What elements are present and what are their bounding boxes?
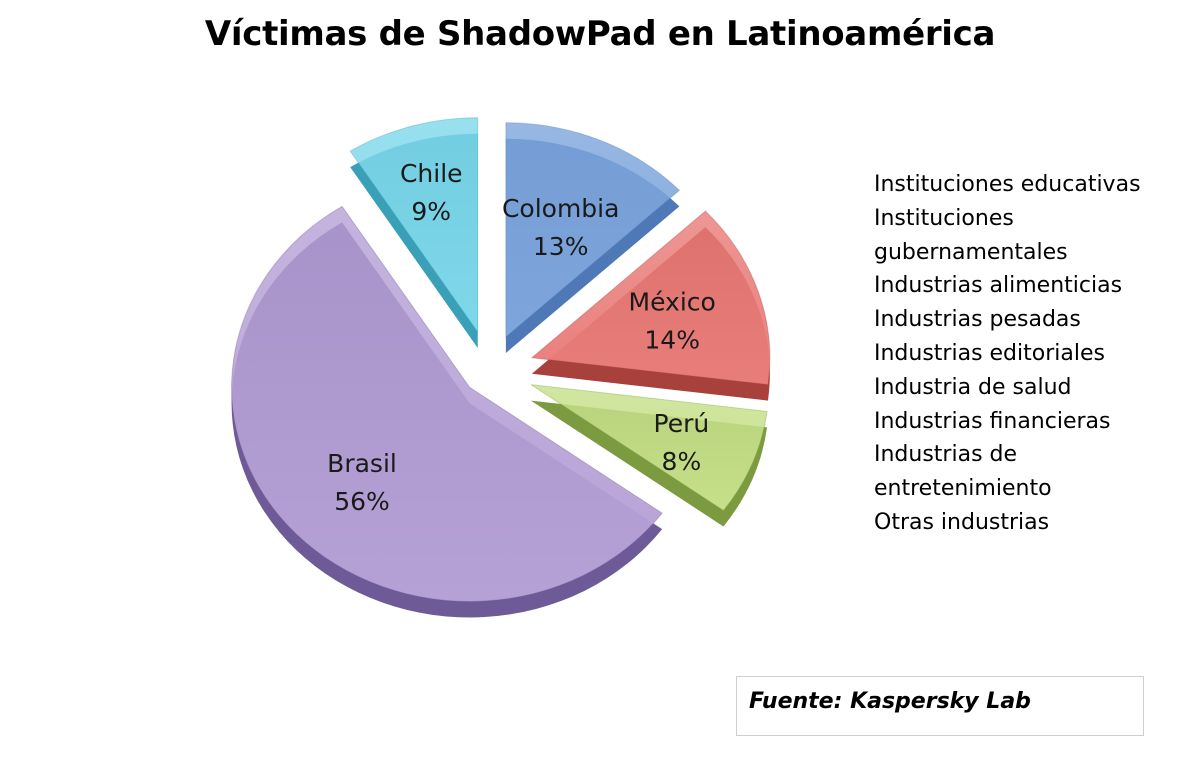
- slice-percent: 14%: [644, 326, 700, 355]
- slice-label: México: [629, 288, 716, 317]
- industry-item: Industria de salud: [874, 374, 1072, 400]
- source-note: Fuente: Kaspersky Lab: [736, 676, 1144, 736]
- slice-percent: 8%: [662, 447, 702, 476]
- pie-chart: Colombia 13% México 14% Perú 8% Brasil 56% Chile…: [231, 117, 771, 618]
- slice-label: Brasil: [327, 449, 397, 478]
- slice-label: Perú: [654, 409, 710, 438]
- slice-label: Chile: [400, 159, 463, 188]
- industry-item: Instituciones gubernamentales: [874, 205, 1068, 265]
- slice-label: Colombia: [502, 194, 619, 223]
- industry-item: Instituciones educativas: [874, 172, 1141, 197]
- chart-title: Víctimas de ShadowPad en Latinoamérica: [204, 14, 996, 54]
- industry-list: Instituciones educativas Instituciones g…: [874, 168, 1184, 540]
- industry-item: Industrias de entretenimiento: [874, 442, 1052, 502]
- pie-slice-brasil: [231, 205, 663, 602]
- slice-percent: 9%: [411, 197, 451, 226]
- slice-percent: 13%: [533, 232, 589, 261]
- industry-item: Otras industrias: [874, 509, 1050, 535]
- source-text: Fuente: Kaspersky Lab: [749, 689, 1031, 714]
- industry-item: Industrias financieras: [874, 408, 1111, 434]
- industry-item: Industrias editoriales: [874, 340, 1105, 366]
- slice-percent: 56%: [334, 487, 390, 516]
- pie-slice-peru: [530, 384, 768, 512]
- pie-slice-mexico: [530, 210, 771, 386]
- industry-item: Industrias pesadas: [874, 307, 1081, 333]
- industry-item: Industrias alimenticias: [874, 273, 1123, 299]
- pie-slice-chile: [349, 117, 479, 334]
- pie-slice-colombia: [505, 122, 681, 339]
